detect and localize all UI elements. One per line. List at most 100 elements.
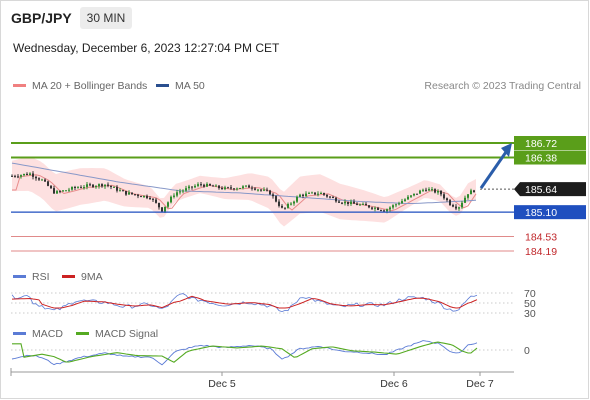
x-tick-label: Dec 7 — [466, 378, 494, 390]
candle-body — [305, 193, 307, 196]
candle-body — [122, 190, 124, 192]
candle-body — [269, 190, 271, 195]
candle-body — [173, 195, 175, 197]
candle-body — [416, 193, 418, 195]
candle-body — [452, 205, 454, 207]
candle-body — [26, 173, 28, 175]
candle-body — [83, 187, 85, 188]
candle-body — [101, 184, 103, 187]
timeframe-button[interactable]: 30 MIN — [80, 7, 132, 29]
candle-body — [317, 193, 319, 195]
candle-body — [218, 185, 220, 189]
candle-body — [149, 198, 151, 199]
candle-body — [71, 187, 73, 190]
candle-body — [242, 186, 244, 188]
candle-body — [413, 193, 415, 196]
candle-body — [221, 188, 223, 189]
ma9-swatch — [62, 274, 75, 278]
candle-body — [176, 192, 178, 196]
candle-body — [86, 184, 88, 187]
candle-body — [170, 196, 172, 203]
candle-body — [311, 192, 313, 194]
candle-body — [152, 198, 154, 200]
candle-body — [20, 175, 22, 177]
candle-body — [329, 196, 331, 198]
candle-body — [209, 183, 211, 186]
x-tick-label: Dec 6 — [380, 378, 408, 390]
candle-body — [44, 179, 46, 182]
legend-macd: MACD — [13, 328, 63, 340]
candle-body — [404, 199, 406, 202]
candle-body — [368, 205, 370, 208]
candle-body — [314, 192, 316, 195]
candle-body — [332, 197, 334, 198]
candle-body — [188, 186, 190, 189]
candle-body — [365, 203, 367, 206]
candle-body — [467, 194, 469, 198]
current-price-label: 185.64 — [525, 184, 557, 196]
candle-body — [137, 194, 139, 197]
candle-body — [239, 188, 241, 189]
candle-body — [11, 175, 13, 177]
research-credit: Research © 2023 Trading Central — [424, 80, 581, 92]
candle-body — [224, 187, 226, 190]
candle-body — [392, 205, 394, 208]
candle-body — [80, 187, 82, 189]
legend-macd-signal: MACD Signal — [76, 328, 158, 340]
candle-body — [200, 184, 202, 186]
legend-ma50: MA 50 — [156, 80, 205, 92]
legend-ma50-label: MA 50 — [175, 80, 205, 92]
candle-body — [14, 175, 16, 177]
candle-body — [41, 179, 43, 181]
candle-body — [431, 189, 433, 191]
candle-body — [74, 187, 76, 188]
candle-body — [191, 186, 193, 188]
candle-body — [155, 199, 157, 203]
candle-body — [473, 190, 475, 192]
candle-body — [308, 192, 310, 194]
candle-body — [299, 194, 301, 197]
candle-body — [275, 196, 277, 202]
forecast-arrow-shaft — [479, 151, 508, 189]
candle-body — [287, 204, 289, 208]
candle-body — [284, 207, 286, 209]
candle-body — [401, 201, 403, 204]
candle-body — [98, 184, 100, 187]
candle-body — [59, 191, 61, 193]
candle-body — [281, 205, 283, 208]
candle-body — [62, 190, 64, 192]
candle-body — [338, 201, 340, 203]
macd-signal-line — [12, 341, 478, 363]
rsi-tick-label: 30 — [524, 308, 536, 320]
candle-body — [146, 195, 148, 199]
candle-body — [464, 197, 466, 203]
chart-datetime: Wednesday, December 6, 2023 12:27:04 PM … — [13, 41, 280, 55]
candle-body — [377, 207, 379, 210]
candle-body — [92, 184, 94, 187]
macd-line — [11, 340, 478, 366]
candle-body — [458, 207, 460, 209]
candle-body — [206, 183, 208, 187]
candle-body — [257, 189, 259, 191]
candle-body — [359, 204, 361, 206]
candle-body — [17, 176, 19, 178]
ma20-swatch — [13, 83, 26, 87]
macd-swatch — [13, 331, 26, 335]
candle-body — [443, 194, 445, 199]
candle-body — [95, 186, 97, 188]
candle-body — [383, 210, 385, 212]
support-label: 185.10 — [525, 207, 557, 219]
rsi-tick-label: 50 — [524, 298, 536, 310]
candle-body — [278, 201, 280, 206]
candle-body — [113, 186, 115, 188]
candle-body — [77, 187, 79, 189]
resistance-label: 186.72 — [525, 138, 557, 150]
candle-body — [245, 185, 247, 187]
candle-body — [248, 185, 250, 188]
candle-body — [182, 190, 184, 192]
legend-rsi: RSI — [13, 271, 50, 283]
candle-body — [203, 184, 205, 187]
candle-body — [116, 186, 118, 191]
candle-body — [167, 202, 169, 207]
candle-body — [23, 173, 25, 176]
